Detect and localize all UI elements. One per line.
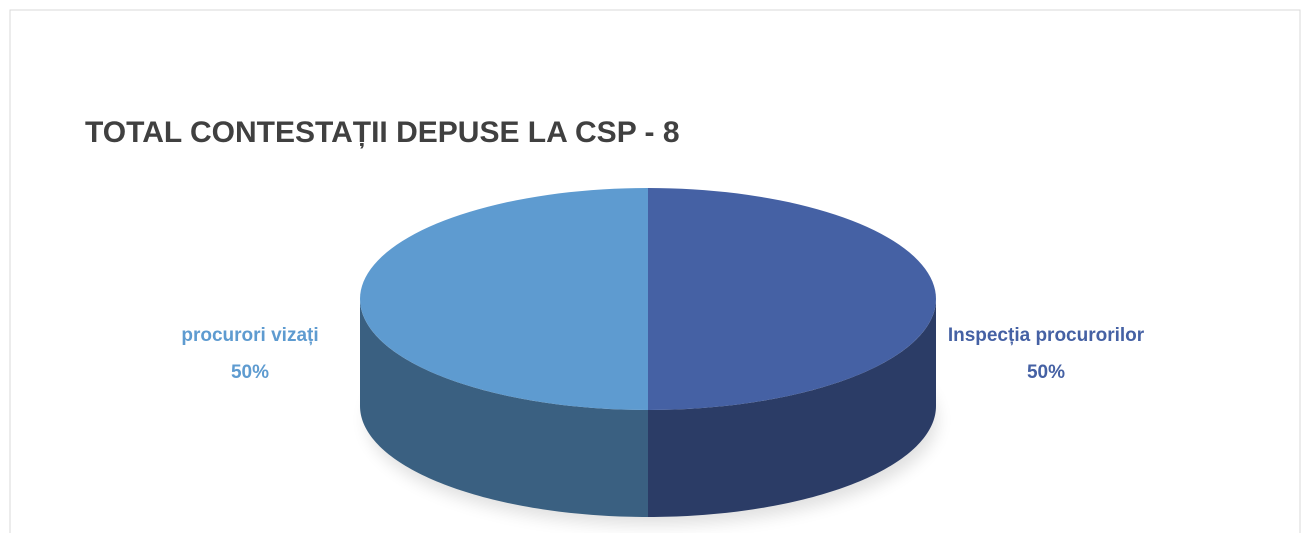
data-label-value: 50% [231, 362, 269, 383]
pie-slice [360, 188, 648, 410]
pie-slice-side [360, 299, 648, 517]
chart-title: TOTAL CONTESTAȚII DEPUSE LA CSP - 8 [85, 116, 680, 149]
data-label-category: Inspecția procurorilor [948, 325, 1145, 346]
data-label-category: procurori vizați [181, 325, 318, 346]
pie-slice-side [648, 299, 936, 517]
pie-slice [648, 188, 936, 410]
pie [360, 188, 936, 517]
data-label-value: 50% [1027, 362, 1065, 383]
